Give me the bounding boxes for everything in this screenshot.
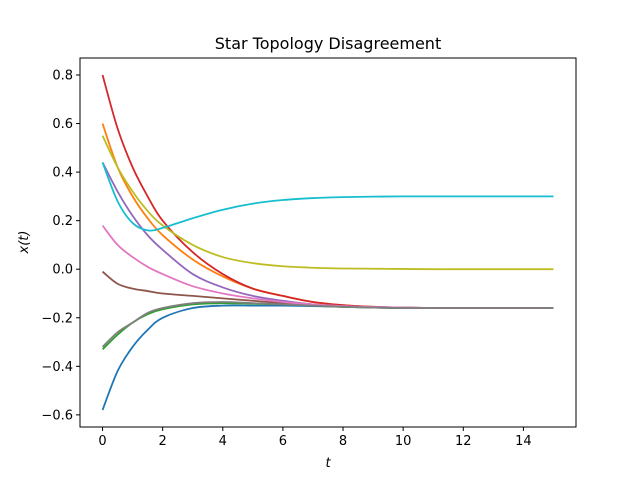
x-tick-label: 4 [219,434,227,449]
series-line-8 [101,301,554,348]
x-tick-label: 6 [279,434,287,449]
y-tick-label: −0.6 [41,408,73,423]
y-axis-ticks: −0.6 −0.4 −0.2 0.0 0.2 0.4 0.6 0.8 [41,68,80,423]
y-tick-label: 0.0 [52,263,73,278]
x-tick-label: 10 [395,434,412,449]
x-tick-label: 0 [98,434,106,449]
x-axis-label: t [325,456,331,471]
y-axis-label: x(t) [17,231,32,255]
y-tick-label: −0.2 [41,311,73,326]
series-line-9 [101,135,554,271]
y-axis-label-text: x(t) [17,231,32,255]
series-layer [101,74,554,411]
x-tick-label: 8 [339,434,347,449]
series-line-10 [101,162,554,232]
x-tick-label: 12 [455,434,472,449]
y-tick-label: 0.6 [52,117,73,132]
plot-frame [79,57,577,428]
y-tick-label: 0.8 [52,68,73,83]
y-tick-label: 0.2 [52,214,73,229]
x-tick-label: 2 [159,434,167,449]
y-tick-label: 0.4 [52,166,73,181]
x-axis-ticks: 0 2 4 6 8 10 12 14 [98,427,532,449]
x-tick-label: 14 [515,434,532,449]
y-tick-label: −0.4 [41,360,73,375]
chart-title: Star Topology Disagreement [215,34,441,53]
